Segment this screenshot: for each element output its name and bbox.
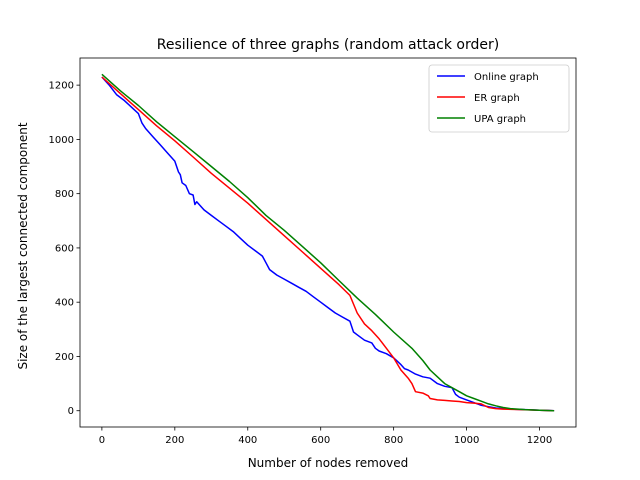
series-line-online-graph <box>101 76 555 412</box>
x-axis-label: Number of nodes removed <box>248 456 409 470</box>
y-tick-label: 1200 <box>49 81 74 92</box>
axes-frame <box>79 57 577 428</box>
chart-title: Resilience of three graphs (random attac… <box>157 37 499 53</box>
series-line-upa-graph <box>101 73 555 412</box>
legend-box <box>428 64 570 133</box>
x-tick-label: 1000 <box>454 435 479 446</box>
y-tick-label: 1000 <box>49 135 74 146</box>
y-tick-label: 400 <box>55 298 74 309</box>
y-tick-label: 200 <box>55 352 74 363</box>
x-tick-label: 400 <box>238 435 257 446</box>
legend-label-upa-graph: UPA graph <box>474 114 526 125</box>
x-tick-label: 0 <box>99 435 105 446</box>
legend-label-online-graph: Online graph <box>474 72 539 83</box>
legend-label-er-graph: ER graph <box>474 93 520 104</box>
x-tick-label: 200 <box>165 435 184 446</box>
plot-area: 0 200 400 600 800 1000 1200 0 200 400 600 800 1000 12… <box>49 57 577 446</box>
y-tick-label: 600 <box>55 243 74 254</box>
x-tick-label: 800 <box>384 435 403 446</box>
x-tick-label: 1200 <box>527 435 552 446</box>
x-tick-label: 600 <box>311 435 330 446</box>
y-tick-label: 0 <box>68 406 74 417</box>
y-tick-label: 800 <box>55 189 74 200</box>
y-axis-label: Size of the largest connected component <box>16 122 30 369</box>
series-line-er-graph <box>101 76 555 412</box>
